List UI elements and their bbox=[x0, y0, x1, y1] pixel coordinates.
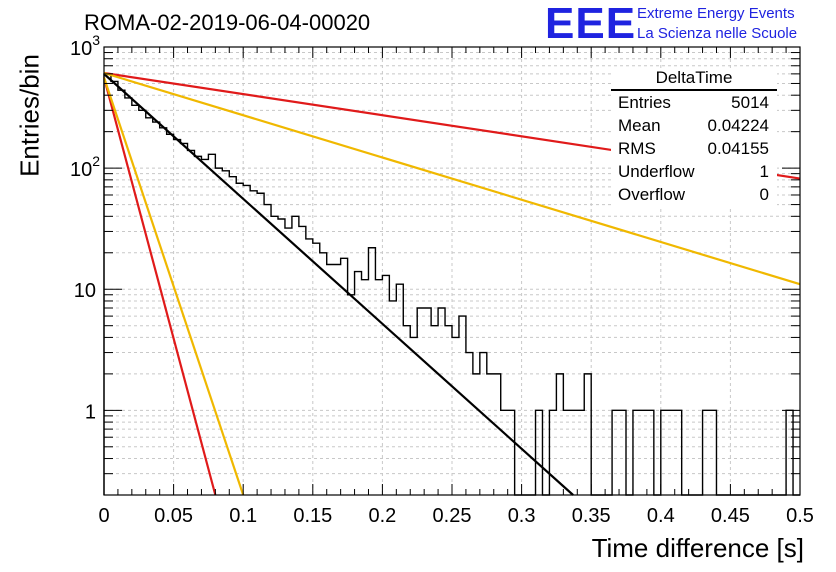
stats-title: DeltaTime bbox=[611, 68, 777, 91]
brand-line-2: La Scienza nelle Scuole bbox=[637, 25, 798, 42]
x-tick-label: 0.45 bbox=[711, 505, 750, 527]
x-tick-label: 0.2 bbox=[368, 505, 396, 527]
y-tick-label: 103 bbox=[70, 32, 100, 60]
stats-label: RMS bbox=[618, 139, 656, 158]
x-tick-label: 0.5 bbox=[786, 505, 814, 527]
stats-value: 0.04224 bbox=[707, 116, 769, 135]
x-tick-label: 0.35 bbox=[572, 505, 611, 527]
stats-row-mean: Mean 0.04224 bbox=[611, 114, 777, 137]
x-tick-label: 0.25 bbox=[433, 505, 472, 527]
y-tick-label: 10 bbox=[74, 280, 96, 302]
stats-value: 1 bbox=[759, 162, 769, 181]
y-tick-label: 1 bbox=[85, 401, 96, 423]
stats-value: 0.04155 bbox=[707, 139, 769, 158]
histogram-bars bbox=[103, 73, 800, 496]
brand-line-1: Extreme Energy Events bbox=[637, 5, 795, 22]
stats-label: Entries bbox=[618, 93, 671, 112]
y-axis-label: Entries/bin bbox=[14, 54, 45, 177]
stats-label: Overflow bbox=[618, 185, 686, 204]
stats-value: 0 bbox=[759, 185, 769, 204]
x-tick-label: 0.15 bbox=[293, 505, 332, 527]
fit-line bbox=[103, 71, 801, 286]
y-tick-label: 102 bbox=[70, 153, 100, 181]
x-axis-label: Time difference [s] bbox=[591, 533, 804, 563]
stats-label: Mean bbox=[618, 116, 661, 135]
x-tick-label: 0.05 bbox=[154, 505, 193, 527]
fit-line bbox=[102, 77, 245, 496]
eee-logo: EEE bbox=[545, 0, 637, 48]
stats-box: DeltaTime Entries 5014 Mean 0.04224 RMS … bbox=[611, 68, 777, 206]
x-tick-label: 0.1 bbox=[229, 505, 257, 527]
stats-row-rms: RMS 0.04155 bbox=[611, 137, 777, 160]
x-tick-label: 0.3 bbox=[508, 505, 536, 527]
fit-line bbox=[102, 77, 217, 496]
fit-line bbox=[103, 73, 574, 496]
chart-title: ROMA-02-2019-06-04-00020 bbox=[84, 10, 371, 35]
stats-row-overflow: Overflow 0 bbox=[611, 183, 777, 206]
stats-row-entries: Entries 5014 bbox=[611, 91, 777, 114]
x-tick-label: 0 bbox=[98, 505, 109, 527]
stats-row-underflow: Underflow 1 bbox=[611, 160, 777, 183]
x-tick-label: 0.4 bbox=[647, 505, 675, 527]
stats-value: 5014 bbox=[731, 93, 769, 112]
stats-label: Underflow bbox=[618, 162, 695, 181]
